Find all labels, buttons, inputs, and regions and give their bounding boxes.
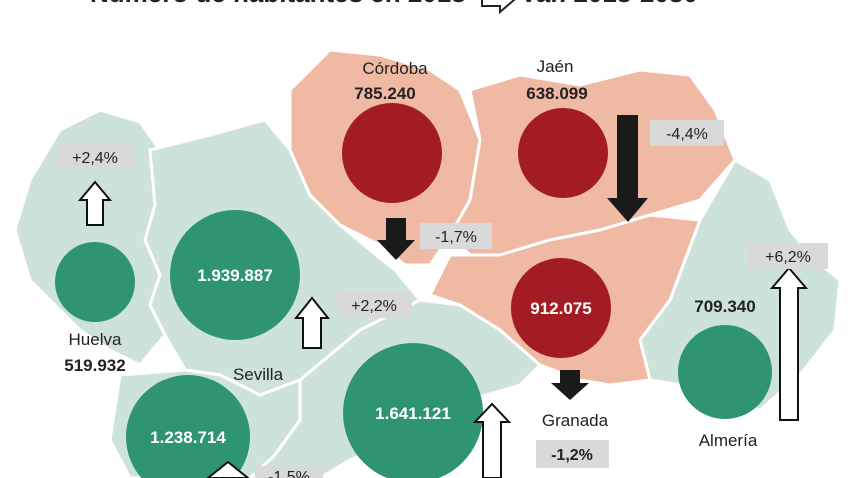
arrow-up-icon [293, 296, 331, 349]
change-huelva: +2,4% [72, 150, 118, 167]
bubble-huelva [55, 242, 135, 322]
arrow-up-icon [77, 180, 113, 226]
population-granada: 912.075 [530, 299, 591, 318]
change-box-huelva: +2,4% [57, 144, 134, 170]
name-granada: Granada [542, 411, 609, 430]
header-left-title: Número de habitantes en 2018 [90, 0, 466, 8]
change-jaen: -4,4% [666, 126, 708, 143]
name-huelva: Huelva [69, 330, 122, 349]
bubble-cadiz [126, 375, 250, 478]
name-jaen: Jaén [537, 57, 574, 76]
name-almeria: Almería [699, 431, 758, 450]
arrow-up-icon [206, 460, 250, 478]
population-almeria: 709.340 [694, 297, 755, 316]
population-huelva: 519.932 [64, 356, 125, 375]
change-cordoba: -1,7% [435, 229, 477, 246]
name-sevilla: Sevilla [233, 365, 284, 384]
population-cadiz: 1.238.714 [150, 428, 226, 447]
bubble-malaga [343, 343, 483, 478]
bubble-granada [511, 258, 611, 358]
bubble-jaen [518, 108, 608, 198]
arrow-up-icon [472, 402, 512, 478]
population-sevilla: 1.939.887 [197, 266, 273, 285]
population-jaen: 638.099 [526, 84, 587, 103]
bubble-cordoba [342, 103, 442, 203]
change-granada: -1,2% [551, 447, 593, 464]
change-box-almeria: +6,2% [748, 243, 828, 269]
population-cordoba: 785.240 [354, 84, 415, 103]
population-malaga: 1.641.121 [375, 404, 451, 423]
change-box-cordoba: -1,7% [420, 223, 492, 249]
arrow-down-icon [377, 218, 415, 260]
change-box-sevilla: +2,2% [337, 292, 412, 318]
change-box-granada: -1,2% [536, 440, 609, 468]
header-right-title: Var. 2018-2030 [520, 0, 698, 8]
name-cordoba: Córdoba [362, 59, 428, 78]
bubble-sevilla [170, 210, 300, 340]
change-cadiz: -1,5% [268, 469, 310, 478]
arrow-down-icon [607, 115, 648, 222]
bubble-almeria [678, 325, 772, 419]
change-almeria: +6,2% [765, 249, 811, 266]
arrow-up-icon [769, 266, 809, 421]
change-sevilla: +2,2% [351, 298, 397, 315]
change-box-cadiz: -1,5% [255, 466, 323, 478]
arrow-down-icon [551, 370, 589, 400]
arrow-right-icon [481, 0, 516, 15]
change-box-jaen: -4,4% [650, 120, 724, 146]
